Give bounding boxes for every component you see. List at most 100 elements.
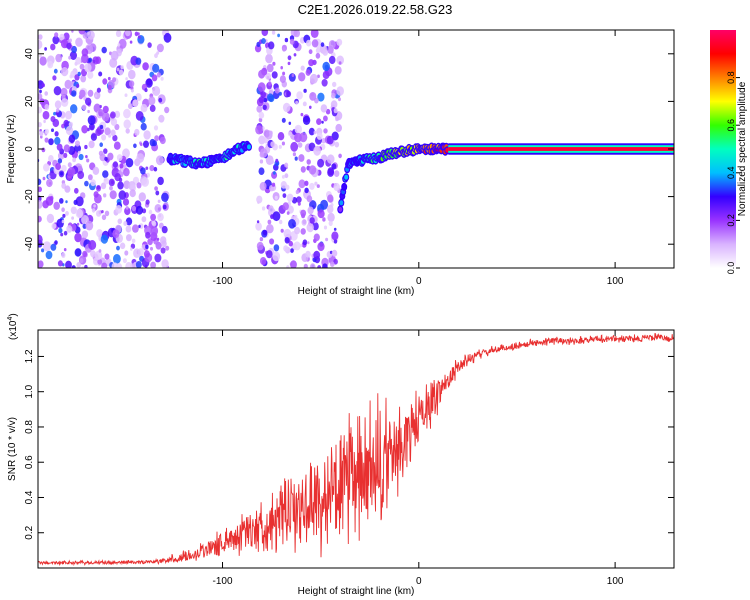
heatmap-noise-cell: [309, 182, 315, 190]
colorbar-gradient: [710, 30, 736, 268]
heatmap-noise-cell: [322, 61, 331, 72]
heatmap-noise-cell: [91, 208, 96, 213]
heatmap-noise-cell: [154, 135, 160, 142]
heatmap-noise-cell: [71, 216, 74, 220]
heatmap-noise-cell: [46, 178, 53, 188]
heatmap-noise-cell: [43, 119, 46, 124]
heatmap-noise-cell: [98, 150, 104, 156]
heatmap-noise-cell: [286, 90, 292, 98]
heatmap-noise-cell: [259, 181, 267, 191]
heatmap-noise-cell: [300, 209, 307, 217]
heatmap-noise-cell: [55, 53, 63, 63]
heatmap-noise-cell: [52, 75, 57, 81]
heatmap-noise-cell: [161, 240, 167, 248]
heatmap-noise-cell: [157, 207, 161, 211]
heatmap-noise-cell: [101, 46, 107, 54]
snr-y-scale-label: (x10: [8, 320, 19, 340]
heatmap-noise-cell: [53, 111, 57, 116]
heatmap-noise-cell: [52, 118, 60, 128]
heatmap-noise-cell: [143, 130, 151, 140]
heatmap-noise-cell: [132, 224, 139, 233]
heatmap-noise-cell: [151, 74, 158, 82]
heatmap-noise-cell: [274, 195, 278, 200]
heatmap-noise-cell: [122, 198, 130, 206]
heatmap-noise-cell: [60, 232, 64, 237]
heatmap-noise-cell: [298, 179, 306, 189]
heatmap-noise-cell: [327, 194, 334, 203]
heatmap-noise-cell: [258, 69, 266, 79]
heatmap-noise-cell: [108, 134, 112, 138]
heatmap-noise-cell: [284, 37, 289, 43]
heatmap-noise-cell: [145, 199, 150, 205]
heatmap-noise-cell: [94, 250, 103, 260]
heatmap-noise-cell: [162, 31, 166, 36]
heatmap-noise-cell: [283, 245, 289, 252]
heatmap-noise-cell: [285, 184, 290, 190]
heatmap-noise-cell: [273, 244, 280, 252]
heatmap-noise-cell: [136, 182, 142, 189]
heatmap-noise-cell: [103, 148, 108, 154]
heatmap-noise-cell: [162, 204, 167, 210]
snr-y-label: SNR (10 * v/v): [7, 417, 18, 481]
heatmap-noise-cell: [123, 221, 128, 226]
heatmap-noise-cell: [125, 217, 133, 226]
heatmap-noise-cell: [87, 71, 94, 79]
snr-y-tick-label: 0.4: [24, 490, 35, 504]
heatmap-noise-cell: [66, 42, 72, 50]
heatmap-noise-cell: [125, 225, 132, 233]
heatmap-noise-cell: [321, 120, 324, 124]
heatmap-noise-cell: [317, 209, 325, 219]
heatmap-noise-cell: [323, 225, 328, 230]
heatmap-noise-cell: [300, 166, 306, 173]
heatmap-y-ticks: -40 -20 0 20 40: [24, 48, 674, 251]
heatmap-noise-cell: [71, 90, 77, 97]
heatmap-noise-cell: [333, 108, 338, 114]
heatmap-noise-cell: [140, 122, 147, 131]
colorbar-tick-label: 0.0: [726, 262, 736, 275]
heatmap-noise-cell: [109, 185, 113, 191]
heatmap-noise-cell: [321, 79, 328, 87]
heatmap-noise-cell: [271, 182, 276, 187]
heatmap-noise-cell: [303, 263, 308, 268]
heatmap-noise-cell: [118, 69, 124, 76]
heatmap-noise-cell: [124, 250, 129, 256]
heatmap-noise-cell: [63, 144, 71, 153]
heatmap-noise-cell: [278, 91, 282, 96]
heatmap-noise-cell: [149, 138, 156, 147]
heatmap-noise-cell: [103, 177, 110, 185]
heatmap-noise-cell: [145, 78, 153, 88]
heatmap-noise-cell: [310, 30, 319, 38]
heatmap-noise-cell: [323, 115, 328, 122]
heatmap-noise-cell: [125, 77, 128, 81]
heatmap-noise-cell: [154, 253, 162, 263]
heatmap-noise-cell: [60, 67, 69, 77]
heatmap-noise-cell: [150, 261, 156, 268]
heatmap-noise-cell: [57, 158, 63, 164]
heatmap-noise-cell: [59, 198, 64, 204]
heatmap-noise-cell: [286, 211, 290, 215]
heatmap-noise-cell: [47, 175, 51, 179]
heatmap-noise-cell: [75, 196, 84, 207]
heatmap-noise-cell: [315, 52, 321, 59]
heatmap-noise-cell: [141, 216, 147, 223]
heatmap-noise-cell: [313, 250, 321, 260]
heatmap-noise-cell: [282, 193, 287, 199]
heatmap-noise-cell: [282, 47, 286, 52]
heatmap-noise-cell: [90, 250, 96, 258]
heatmap-noise-cell: [118, 38, 127, 49]
heatmap-noise-cell: [72, 157, 76, 163]
heatmap-noise-cell: [128, 80, 135, 88]
heatmap-noise-cell: [335, 123, 343, 133]
heatmap-noise-cell: [157, 213, 164, 222]
heatmap-noise-cell: [79, 258, 84, 264]
heatmap-noise-cell: [110, 117, 118, 126]
heatmap-noise-cell: [256, 195, 263, 204]
heatmap-noise-cell: [39, 56, 47, 66]
heatmap-noise-cell: [307, 241, 310, 245]
heatmap-noise-cell: [308, 59, 314, 67]
heatmap-noise-cell: [117, 43, 121, 47]
heatmap-noise-cell: [71, 45, 77, 54]
heatmap-noise-cell: [316, 118, 322, 125]
heatmap-noise-cell: [77, 170, 85, 180]
heatmap-noise-cell: [113, 141, 121, 150]
